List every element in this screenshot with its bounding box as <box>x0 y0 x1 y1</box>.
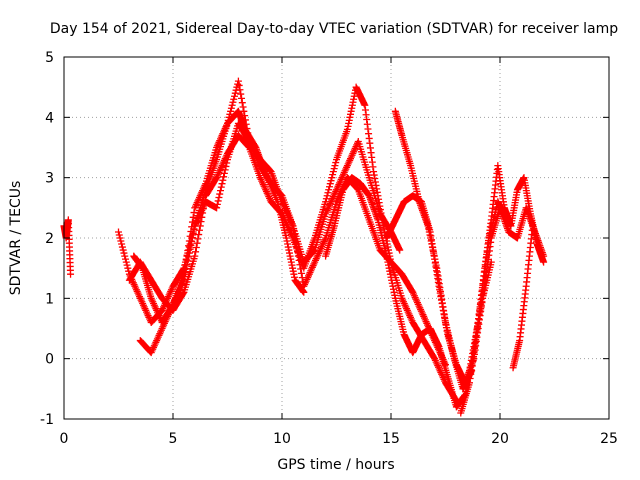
series-markers <box>383 192 548 387</box>
series-track-8 <box>383 192 548 387</box>
y-axis-title: SDTVAR / TECUs <box>8 181 24 296</box>
series-track-10 <box>509 222 537 372</box>
series-track-5 <box>125 83 460 405</box>
y-tick-label: -1 <box>40 412 54 428</box>
x-axis-title: GPS time / hours <box>277 457 394 473</box>
x-tick-label: 15 <box>382 431 400 447</box>
y-tick-label: 4 <box>45 110 54 126</box>
x-tick-label: 0 <box>60 431 69 447</box>
x-tick-label: 10 <box>273 431 291 447</box>
axis-ticks: 0 5 10 15 20 25 -1 0 1 2 3 4 5 <box>40 50 618 447</box>
x-tick-label: 5 <box>169 431 178 447</box>
x-tick-label: 20 <box>491 431 509 447</box>
y-tick-label: 3 <box>45 171 54 187</box>
series-markers <box>457 162 548 417</box>
series-markers <box>509 222 537 372</box>
series-track-2 <box>115 107 308 326</box>
series-markers <box>60 216 75 278</box>
gridlines <box>64 57 609 419</box>
data-points <box>60 77 548 417</box>
y-tick-label: 0 <box>45 352 54 368</box>
y-tick-label: 2 <box>45 231 54 247</box>
chart-title: Day 154 of 2021, Sidereal Day-to-day VTE… <box>50 21 618 37</box>
series-track-9 <box>457 162 548 417</box>
y-tick-label: 1 <box>45 291 54 307</box>
series-markers <box>115 107 308 326</box>
series-markers <box>125 83 460 405</box>
x-tick-label: 25 <box>600 431 618 447</box>
y-tick-label: 5 <box>45 50 54 66</box>
series-track-1 <box>60 216 75 278</box>
